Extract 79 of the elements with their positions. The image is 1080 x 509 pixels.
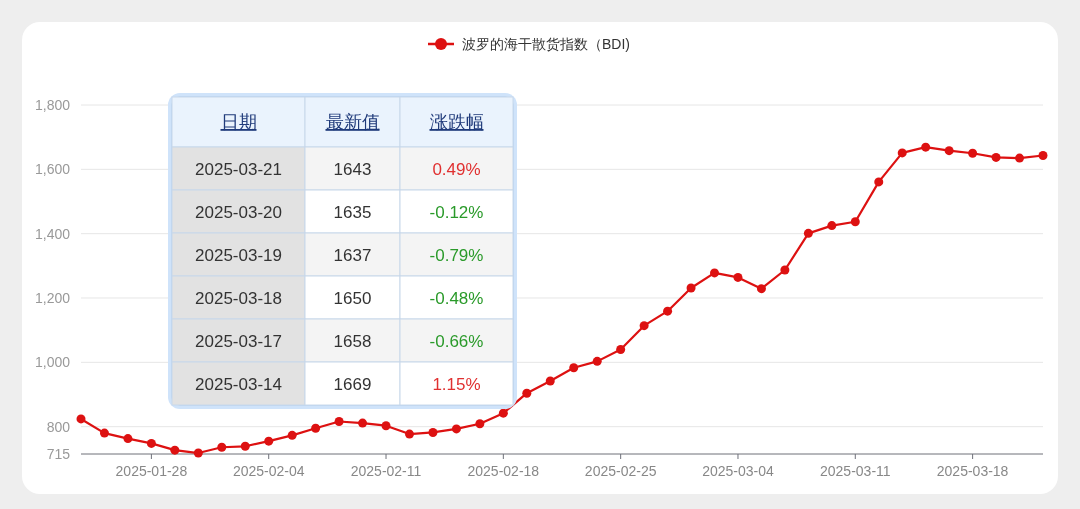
x-tick-label: 2025-02-25: [584, 463, 657, 479]
y-tick-label: 715: [46, 446, 71, 462]
annotation: -0.48%: [429, 288, 484, 308]
annotation: 最新值: [325, 112, 380, 132]
point: [921, 142, 931, 152]
x-tick-label: 2025-01-28: [115, 463, 188, 479]
point: [710, 268, 720, 278]
annotation: 1658: [333, 331, 372, 351]
y-tick-label: 1,400: [34, 225, 71, 242]
point: [99, 428, 109, 438]
point: [686, 283, 696, 293]
point: [146, 438, 156, 448]
point: [545, 376, 555, 386]
annotation: 1635: [333, 202, 372, 222]
point: [522, 388, 532, 398]
point: [850, 217, 860, 227]
point: [874, 177, 884, 187]
annotation: 2025-03-21: [195, 159, 282, 179]
annotation: 0.49%: [432, 159, 481, 179]
point: [311, 423, 321, 433]
x-tick-label: 2025-03-11: [820, 463, 891, 479]
point: [76, 414, 86, 424]
annotation: -0.79%: [429, 245, 484, 265]
y-tick-label: 1,000: [34, 354, 71, 371]
point: [1015, 153, 1025, 163]
x-tick-label: 2025-02-11: [350, 463, 422, 479]
x-tick-label: 2025-02-18: [467, 463, 540, 479]
x-tick-label: 2025-02-04: [232, 463, 305, 479]
annotation: 2025-03-19: [195, 245, 282, 265]
point: [193, 448, 203, 458]
point: [287, 430, 297, 440]
annotation: 1669: [333, 374, 372, 394]
y-tick-label: 1,600: [34, 161, 71, 178]
annotation: 2025-03-18: [195, 288, 282, 308]
point: [733, 272, 743, 282]
point: [123, 434, 133, 444]
point: [968, 148, 978, 158]
point: [381, 421, 391, 431]
point: [944, 146, 954, 156]
point: [334, 417, 344, 427]
point: [428, 427, 438, 437]
y-tick-label: 800: [46, 418, 71, 435]
point: [780, 265, 790, 275]
point: [358, 418, 368, 428]
point: [616, 344, 626, 354]
point: [639, 321, 649, 331]
annotation: 2025-03-17: [195, 331, 282, 351]
point: [451, 424, 461, 434]
y-tick-label: 1,200: [34, 290, 71, 306]
annotation: 涨跌幅: [429, 112, 484, 132]
point: [592, 356, 602, 366]
annotation: -0.66%: [429, 331, 484, 351]
annotation: -0.12%: [429, 202, 484, 222]
legend-label: 波罗的海干散货指数（BDI): [462, 36, 630, 52]
point: [404, 429, 414, 439]
point: [1038, 151, 1048, 160]
point: [170, 445, 180, 455]
point: [475, 419, 485, 429]
point: [756, 284, 766, 294]
point: [897, 148, 907, 158]
annotation: 1.15%: [432, 374, 481, 394]
annotation: 日期: [220, 112, 257, 132]
point: [803, 228, 813, 238]
annotation: 1643: [333, 159, 372, 179]
point: [498, 408, 508, 418]
annotation: 2025-03-14: [195, 374, 282, 394]
point: [217, 442, 227, 452]
annotation: 2025-03-20: [195, 202, 282, 222]
point: [240, 441, 250, 451]
annotation: 1637: [333, 245, 372, 265]
x-tick-label: 2025-03-18: [936, 463, 1009, 479]
point: [569, 363, 579, 373]
x-tick-label: 2025-03-04: [702, 463, 774, 479]
point: [663, 306, 673, 316]
point: [264, 436, 274, 446]
point: [827, 221, 837, 231]
y-tick-label: 1,800: [34, 97, 71, 113]
annotation: 1650: [333, 288, 372, 308]
point: [991, 152, 1001, 162]
